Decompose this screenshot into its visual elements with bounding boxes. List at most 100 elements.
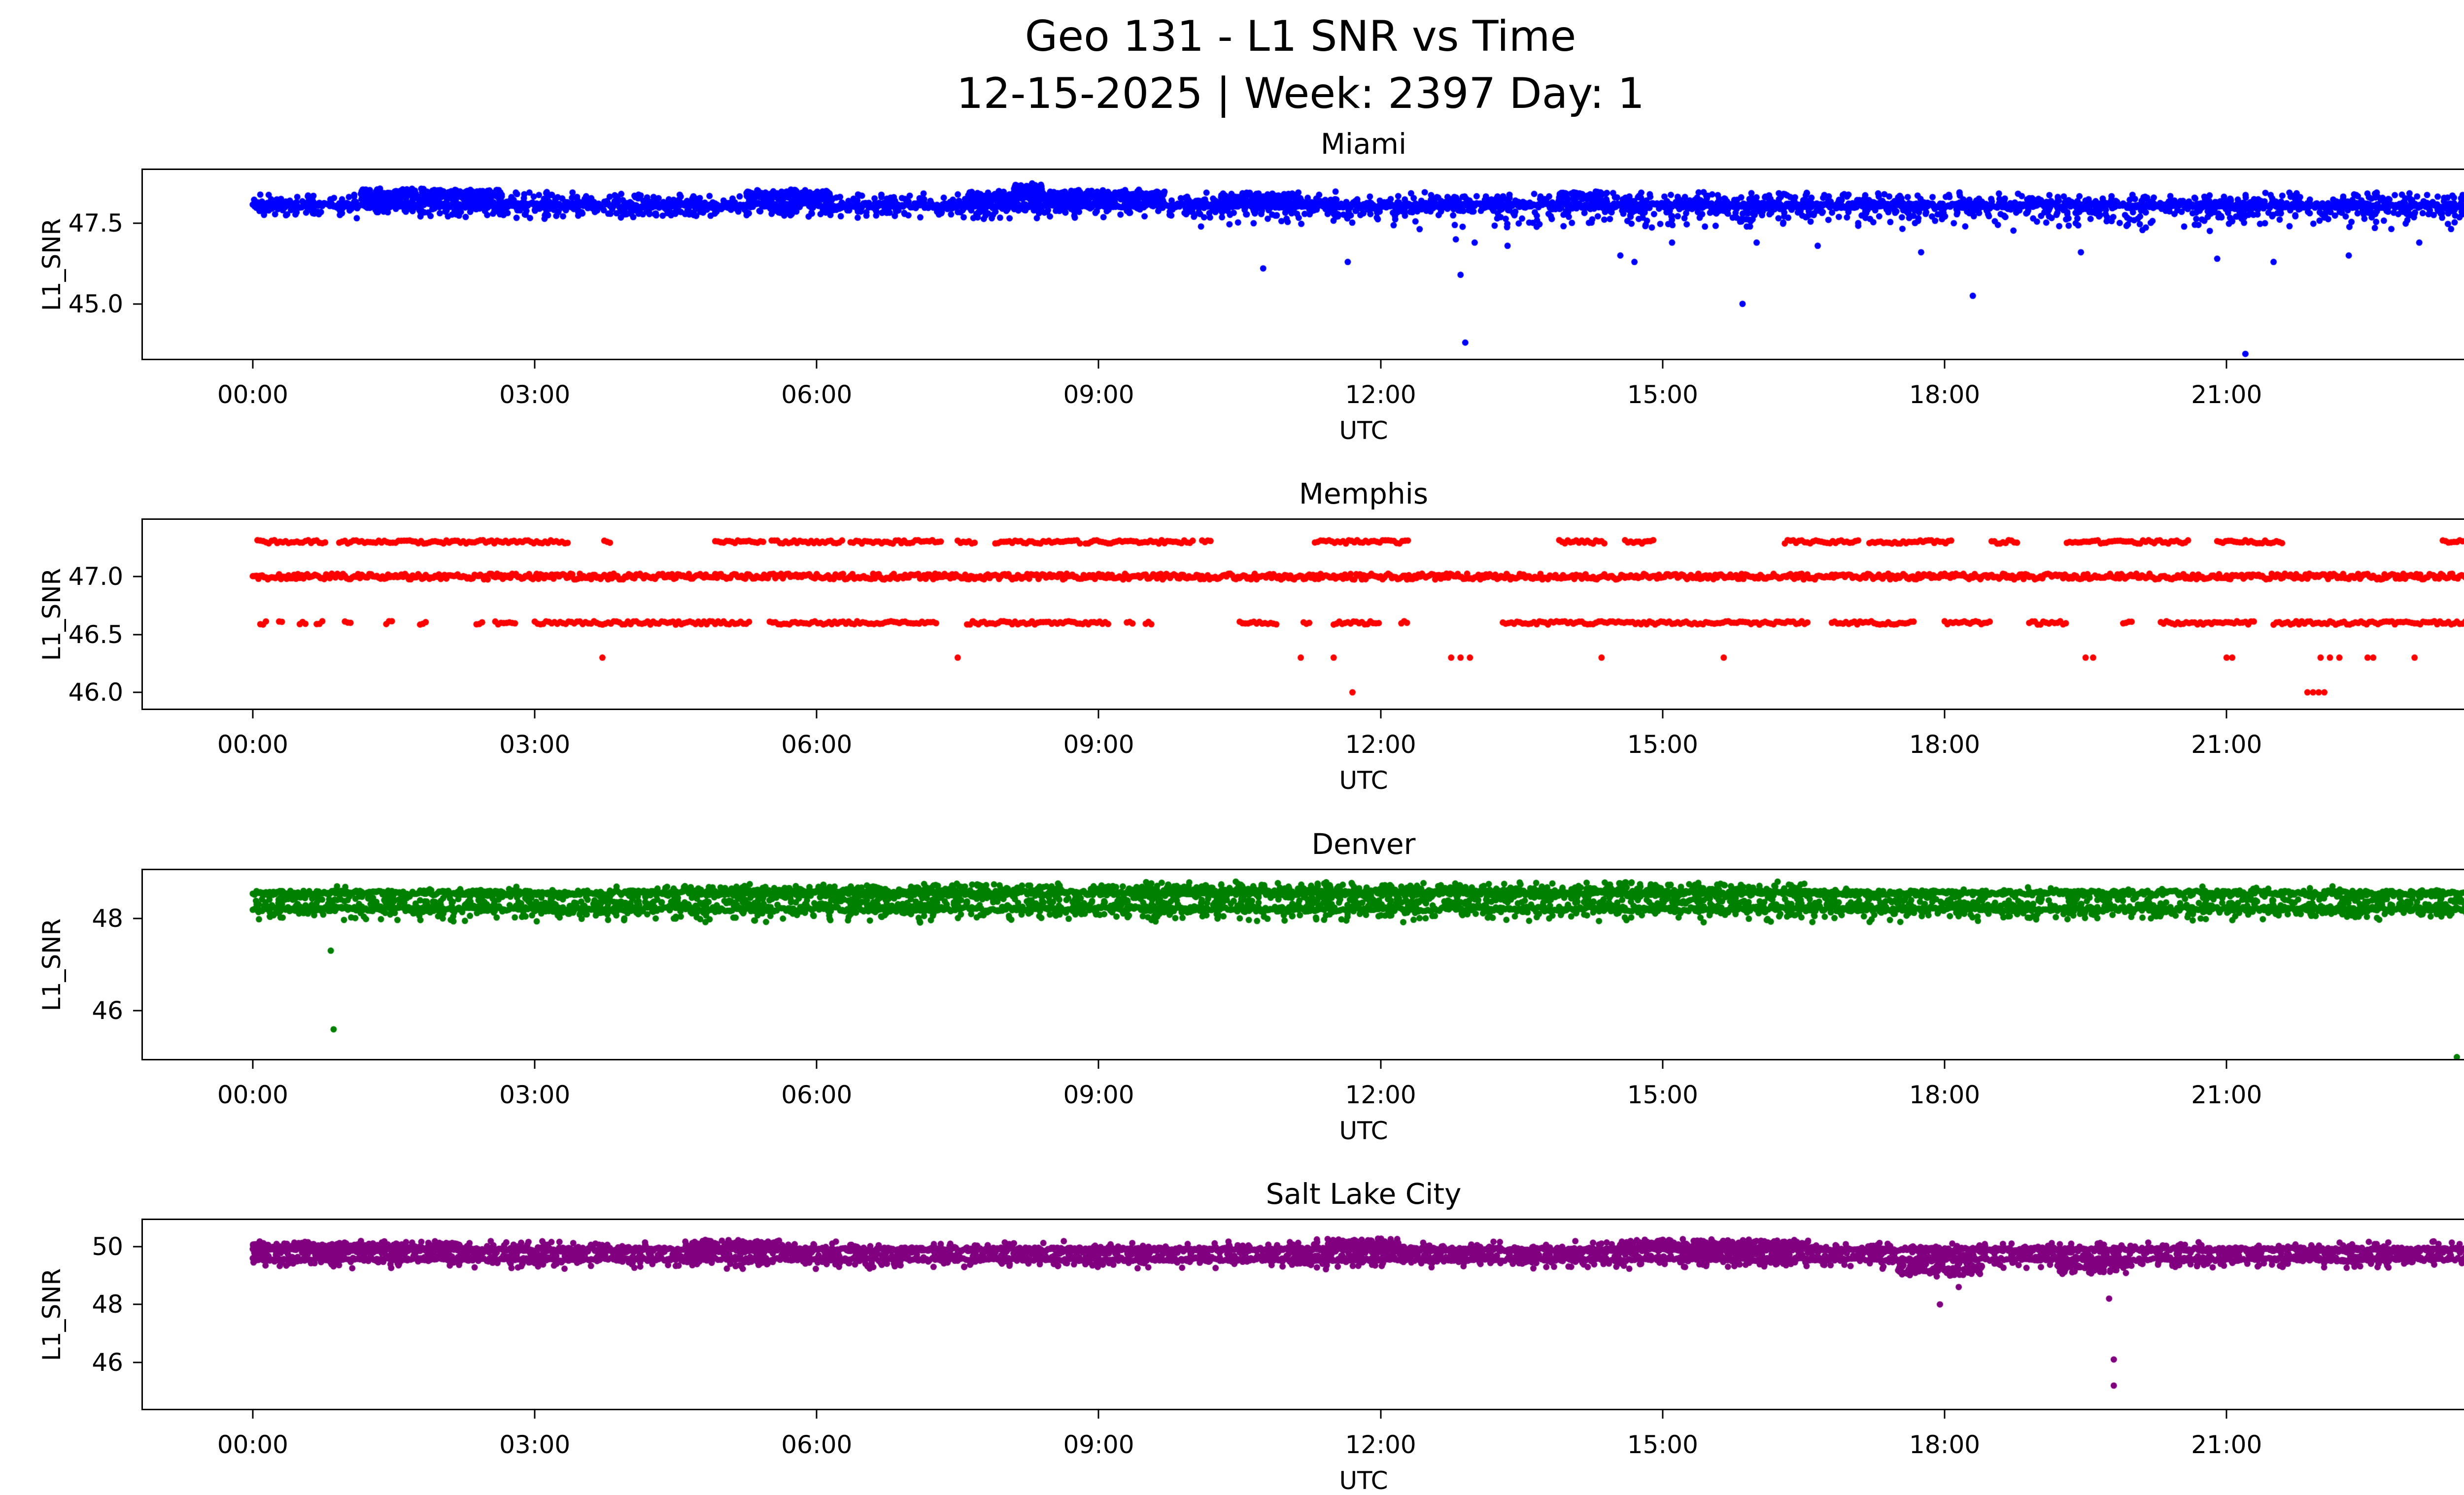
x-tick-label: 00:00 — [217, 730, 288, 759]
plot-area: 46 48 00:00 03:00 06:00 09:00 12:00 15:00 18:00… — [92, 869, 2464, 1107]
x-tick-mark — [1097, 1410, 1099, 1419]
x-tick-mark — [2225, 360, 2227, 369]
x-tick-mark — [816, 360, 818, 369]
x-tick-mark — [1944, 360, 1946, 369]
x-tick-label: 18:00 — [1909, 1081, 1981, 1109]
x-tick-label: 00:00 — [217, 380, 288, 409]
y-tick-label: 46 — [92, 996, 123, 1025]
y-axis-label: L1_SNR — [37, 918, 66, 1011]
x-tick-label: 15:00 — [1627, 730, 1698, 759]
x-tick-mark — [1097, 710, 1099, 718]
y-tick-mark — [133, 1010, 141, 1012]
x-tick-mark — [1097, 360, 1099, 369]
x-axis-label: UTC — [1339, 1466, 1388, 1495]
y-tick-label: 48 — [92, 904, 123, 933]
x-tick-mark — [1944, 1060, 1946, 1069]
y-tick-label: 45.0 — [68, 289, 123, 318]
subplot-salt-lake-city: Salt Lake City L1_SNR 46 48 50 00:00 03:00 0… — [37, 1177, 2464, 1495]
x-axis-label: UTC — [1339, 1117, 1388, 1145]
y-tick-mark — [133, 1361, 141, 1363]
y-tick-label: 50 — [92, 1232, 123, 1261]
y-tick-label: 48 — [92, 1290, 123, 1319]
x-tick-mark — [1097, 1060, 1099, 1069]
x-axis-label: UTC — [1339, 416, 1388, 445]
x-tick-label: 03:00 — [499, 1430, 571, 1459]
x-tick-label: 12:00 — [1345, 1430, 1416, 1459]
x-tick-label: 12:00 — [1345, 380, 1416, 409]
x-tick-mark — [1380, 1410, 1382, 1419]
x-tick-mark — [252, 1060, 254, 1069]
x-tick-label: 06:00 — [781, 1430, 853, 1459]
x-tick-label: 12:00 — [1345, 730, 1416, 759]
x-tick-label: 21:00 — [2191, 380, 2262, 409]
y-tick-label: 47.0 — [68, 562, 123, 591]
x-tick-mark — [252, 1410, 254, 1419]
scatter-canvas — [143, 520, 2464, 709]
x-tick-label: 15:00 — [1627, 1430, 1698, 1459]
x-tick-mark — [1380, 1060, 1382, 1069]
x-tick-label: 15:00 — [1627, 1081, 1698, 1109]
y-tick-label: 46 — [92, 1348, 123, 1377]
x-tick-mark — [534, 1410, 536, 1419]
y-axis-label: L1_SNR — [37, 568, 66, 661]
x-tick-label: 03:00 — [499, 380, 571, 409]
x-tick-label: 09:00 — [1063, 1081, 1134, 1109]
x-tick-label: 15:00 — [1627, 380, 1698, 409]
x-tick-mark — [1662, 710, 1664, 718]
figure-subtitle: 12-15-2025 | Week: 2397 Day: 1 — [956, 69, 1645, 118]
x-tick-mark — [816, 1410, 818, 1419]
x-tick-label: 18:00 — [1909, 730, 1981, 759]
subplot-miami: Miami L1_SNR 45.0 47.5 00:00 03:00 06:00 09:… — [37, 127, 2464, 445]
x-tick-mark — [1944, 1410, 1946, 1419]
y-tick-mark — [133, 634, 141, 636]
scatter-canvas — [143, 170, 2464, 359]
x-tick-label: 21:00 — [2191, 730, 2262, 759]
subplot-title: Denver — [1311, 827, 1416, 861]
x-tick-label: 06:00 — [781, 1081, 853, 1109]
x-tick-mark — [2225, 1060, 2227, 1069]
x-axis-label: UTC — [1339, 766, 1388, 795]
x-tick-mark — [1380, 360, 1382, 369]
scatter-canvas — [143, 1220, 2464, 1409]
subplot-denver: Denver L1_SNR 46 48 00:00 03:00 06:00 09:00 1… — [37, 827, 2464, 1145]
subplot-title: Memphis — [1299, 477, 1429, 510]
y-tick-label: 46.0 — [68, 678, 123, 707]
x-tick-label: 18:00 — [1909, 380, 1981, 409]
x-tick-label: 00:00 — [217, 1081, 288, 1109]
y-tick-mark — [133, 222, 141, 224]
y-tick-mark — [133, 1303, 141, 1305]
y-tick-mark — [133, 303, 141, 305]
scatter-canvas — [143, 870, 2464, 1059]
x-tick-mark — [2225, 1410, 2227, 1419]
x-tick-mark — [816, 1060, 818, 1069]
x-tick-mark — [2225, 710, 2227, 718]
y-tick-mark — [133, 691, 141, 693]
x-tick-label: 09:00 — [1063, 380, 1134, 409]
x-tick-label: 03:00 — [499, 730, 571, 759]
x-tick-mark — [1944, 710, 1946, 718]
x-tick-mark — [534, 360, 536, 369]
y-tick-mark — [133, 576, 141, 578]
x-tick-label: 18:00 — [1909, 1430, 1981, 1459]
x-tick-mark — [252, 710, 254, 718]
x-tick-label: 21:00 — [2191, 1430, 2262, 1459]
plot-area: 45.0 47.5 00:00 03:00 06:00 09:00 12:00 15:00 1… — [68, 169, 2464, 407]
x-tick-mark — [1662, 360, 1664, 369]
x-tick-label: 06:00 — [781, 380, 853, 409]
x-tick-mark — [534, 710, 536, 718]
x-tick-mark — [1662, 1410, 1664, 1419]
y-tick-label: 46.5 — [68, 620, 123, 649]
plot-area: 46.0 46.5 47.0 00:00 03:00 06:00 09:00 12:00 15… — [68, 518, 2464, 757]
x-tick-label: 06:00 — [781, 730, 853, 759]
y-tick-mark — [133, 1246, 141, 1248]
x-tick-mark — [1662, 1060, 1664, 1069]
x-tick-label: 09:00 — [1063, 1430, 1134, 1459]
x-tick-label: 03:00 — [499, 1081, 571, 1109]
y-tick-mark — [133, 917, 141, 919]
x-tick-label: 09:00 — [1063, 730, 1134, 759]
x-tick-mark — [816, 710, 818, 718]
x-tick-label: 21:00 — [2191, 1081, 2262, 1109]
y-axis-label: L1_SNR — [37, 218, 66, 311]
y-tick-label: 47.5 — [68, 209, 123, 238]
